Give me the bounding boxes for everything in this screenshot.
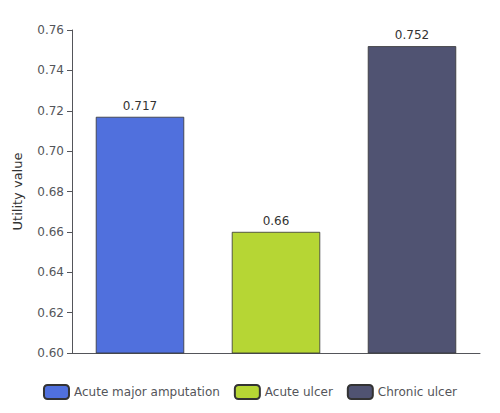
svg-text:0.70: 0.70 <box>37 144 64 158</box>
svg-text:0.717: 0.717 <box>123 99 157 113</box>
svg-text:0.752: 0.752 <box>395 28 429 42</box>
svg-text:Acute ulcer: Acute ulcer <box>265 385 333 399</box>
svg-text:0.68: 0.68 <box>37 185 64 199</box>
svg-text:0.60: 0.60 <box>37 346 64 360</box>
svg-text:Utility value: Utility value <box>10 153 25 231</box>
svg-text:Chronic ulcer: Chronic ulcer <box>378 385 457 399</box>
svg-text:0.74: 0.74 <box>37 63 64 77</box>
svg-text:0.66: 0.66 <box>263 214 290 228</box>
svg-text:0.72: 0.72 <box>37 104 64 118</box>
svg-text:0.62: 0.62 <box>37 306 64 320</box>
svg-text:0.76: 0.76 <box>37 23 64 37</box>
svg-text:0.64: 0.64 <box>37 265 64 279</box>
svg-text:0.66: 0.66 <box>37 225 64 239</box>
svg-text:Acute major amputation: Acute major amputation <box>74 385 220 399</box>
